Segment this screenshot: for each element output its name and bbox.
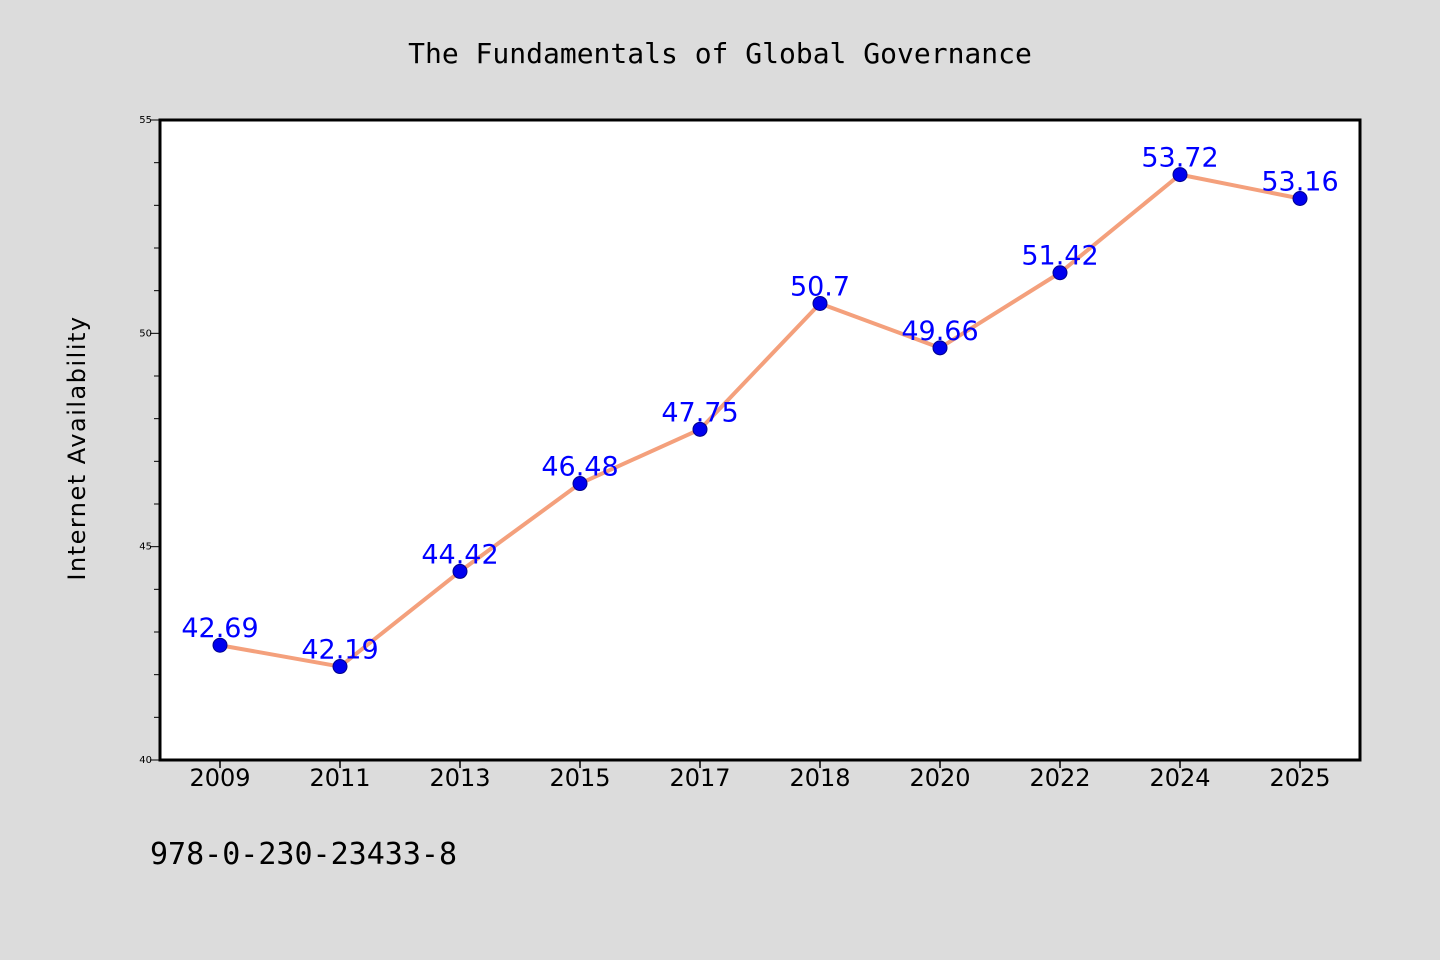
isbn-text: 978-0-230-23433-8 (150, 837, 457, 872)
y-tick-label: 55 (139, 115, 152, 126)
data-label: 42.69 (181, 613, 258, 644)
data-label: 42.19 (301, 635, 378, 666)
x-tick-label: 2025 (1269, 764, 1330, 792)
data-label: 53.16 (1261, 167, 1338, 198)
data-labels: 42.69 42.19 44.42 46.48 47.75 50.7 49.66 51.42 5… (181, 143, 1338, 666)
chart-title: The Fundamentals of Global Governance (408, 37, 1032, 70)
y-tick-label: 40 (139, 755, 152, 766)
data-point (212, 637, 228, 653)
x-tick-label: 2020 (909, 764, 970, 792)
data-point (452, 563, 468, 579)
series-line (218, 172, 1302, 669)
x-tick-label: 2011 (309, 764, 370, 792)
x-tick-label: 2015 (549, 764, 610, 792)
x-tick-label: 2009 (189, 764, 250, 792)
data-label: 49.66 (901, 316, 978, 347)
data-point (332, 659, 348, 675)
data-point (1052, 265, 1068, 281)
x-tick-label: 2013 (429, 764, 490, 792)
data-point (572, 476, 588, 492)
data-label: 44.42 (421, 539, 498, 570)
data-point (932, 340, 948, 356)
data-label: 47.75 (661, 397, 738, 428)
data-point (1172, 167, 1188, 183)
data-label: 51.42 (1021, 241, 1098, 272)
x-tick-label: 2017 (669, 764, 730, 792)
data-point (1292, 191, 1308, 207)
y-axis: 40 45 50 55 (139, 115, 160, 766)
data-points (212, 167, 1308, 675)
data-label: 53.72 (1141, 143, 1218, 174)
data-label: 50.7 (790, 271, 850, 302)
plot-area (158, 118, 1362, 762)
series-line-group (218, 172, 1302, 669)
x-tick-label: 2024 (1149, 764, 1210, 792)
y-tick-label: 45 (139, 542, 152, 553)
x-tick-label: 2018 (789, 764, 850, 792)
x-tick-label: 2022 (1029, 764, 1090, 792)
x-axis: 2009 2011 2013 2015 2017 2018 2020 2022 2024 2025 (189, 760, 1331, 792)
data-point (812, 295, 828, 311)
y-axis-label: Internet Availability (63, 315, 91, 580)
y-tick-label: 50 (139, 328, 152, 339)
data-point (692, 421, 708, 437)
data-label: 46.48 (541, 452, 618, 483)
